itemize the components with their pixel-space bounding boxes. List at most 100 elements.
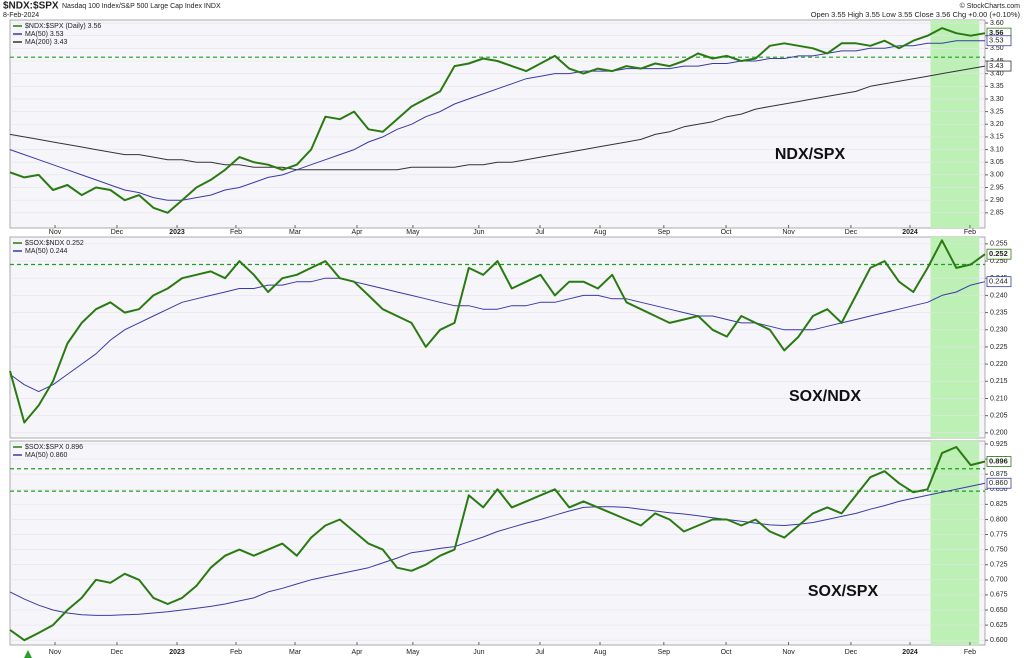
y-tick-label: 3.20 (990, 121, 1004, 128)
y-tick-label: 0.800 (990, 516, 1008, 523)
highlight-band (930, 237, 980, 438)
series-line (9, 277, 986, 393)
series-line (9, 65, 986, 171)
x-tick-label: Feb (964, 229, 976, 236)
last-value-tag (986, 248, 1012, 260)
y-tick-label: 0.825 (990, 501, 1008, 508)
x-tick-label: 2023 (169, 649, 185, 656)
series-line (9, 239, 986, 424)
y-tick-label: 0.255 (990, 241, 1008, 248)
y-tick-label: 0.210 (990, 395, 1008, 402)
y-tick-label: 0.775 (990, 531, 1008, 538)
y-tick-label: 0.215 (990, 378, 1008, 385)
y-tick-label: 0.875 (990, 471, 1008, 478)
y-tick-label: 3.40 (990, 70, 1004, 77)
y-tick-label: 0.230 (990, 327, 1008, 334)
panel-title: NDX/SPX (775, 146, 846, 163)
legend-label: MA(50) 0.860 (25, 452, 68, 459)
x-tick-label: Sep (658, 649, 671, 656)
last-value-tag (986, 456, 1012, 467)
y-tick-label: 3.15 (990, 134, 1004, 141)
x-tick-label: Dec (845, 229, 858, 236)
y-tick-label: 0.240 (990, 292, 1008, 299)
y-tick-label: 3.05 (990, 159, 1004, 166)
panel-title: SOX/SPX (808, 583, 879, 600)
y-tick-label: 0.650 (990, 607, 1008, 614)
y-tick-label: 0.725 (990, 562, 1008, 569)
x-tick-label: Oct (721, 229, 732, 236)
y-tick-label: 0.925 (990, 441, 1008, 448)
last-value-label: 0.252 (989, 249, 1008, 258)
arrow-icon (24, 650, 32, 658)
x-tick-label: May (406, 229, 420, 236)
legend-label: MA(50) 0.244 (25, 248, 68, 255)
y-tick-label: 0.205 (990, 413, 1008, 420)
date: 8-Feb-2024 (3, 12, 39, 19)
x-tick-label: Oct (721, 649, 732, 656)
x-tick-label: Mar (289, 229, 302, 236)
x-tick-label: Nov (782, 649, 795, 656)
series-line (9, 482, 986, 616)
description: Nasdaq 100 Index/S&P 500 Large Cap Index… (62, 3, 221, 10)
series-line (9, 446, 986, 642)
x-tick-label: Nov (49, 649, 62, 656)
y-tick-label: 3.50 (990, 45, 1004, 52)
series-line (9, 40, 985, 201)
x-tick-label: Nov (782, 229, 795, 236)
x-tick-label: Apr (352, 229, 364, 236)
x-tick-label: 2023 (169, 229, 185, 236)
plot-area (9, 440, 986, 646)
x-tick-label: Jun (473, 649, 484, 656)
x-tick-label: Aug (594, 229, 607, 236)
y-tick-label: 0.250 (990, 258, 1008, 265)
highlight-band (930, 441, 980, 645)
x-tick-label: Apr (352, 649, 364, 656)
y-tick-label: 3.00 (990, 172, 1004, 179)
y-tick-label: 3.25 (990, 108, 1004, 115)
x-tick-label: May (406, 649, 420, 656)
y-tick-label: 3.35 (990, 83, 1004, 90)
x-tick-label: Dec (845, 649, 858, 656)
x-tick-label: Feb (230, 649, 242, 656)
y-tick-label: 0.625 (990, 622, 1008, 629)
y-tick-label: 0.235 (990, 309, 1008, 316)
y-tick-label: 0.675 (990, 592, 1008, 599)
last-value-tag (986, 477, 1012, 489)
copyright: © StockCharts.com (960, 2, 1021, 10)
x-tick-label: Jun (473, 229, 484, 236)
last-value-tag (986, 60, 1012, 72)
x-tick-label: 2024 (902, 649, 918, 656)
last-value-label: 0.244 (989, 277, 1008, 286)
y-tick-label: 0.200 (990, 430, 1008, 437)
x-tick-label: Nov (49, 229, 62, 236)
last-value-tag (986, 35, 1012, 47)
y-tick-label: 2.85 (990, 210, 1004, 217)
x-tick-label: Jul (535, 229, 544, 236)
y-tick-label: 0.225 (990, 344, 1008, 351)
symbol: $NDX:$SPX (3, 1, 59, 12)
x-tick-label: 2024 (902, 229, 918, 236)
legend-label: $NDX:$SPX (Daily) 3.56 (25, 23, 101, 30)
x-tick-label: Feb (230, 229, 242, 236)
last-value-label: 3.56 (989, 28, 1004, 37)
y-tick-label: 0.850 (990, 486, 1008, 493)
plot-area (9, 236, 986, 439)
y-tick-label: 3.60 (990, 20, 1004, 27)
last-value-label: 0.860 (989, 478, 1008, 487)
x-tick-label: Mar (289, 649, 302, 656)
y-tick-label: 0.220 (990, 361, 1008, 368)
legend-label: MA(200) 3.43 (25, 39, 68, 46)
last-value-tag (986, 276, 1012, 288)
y-tick-label: 0.600 (990, 637, 1008, 644)
legend-label: $SOX:$NDX 0.252 (25, 240, 84, 247)
x-tick-label: Dec (111, 229, 124, 236)
last-value-label: 3.53 (989, 36, 1004, 45)
y-tick-label: 3.10 (990, 146, 1004, 153)
y-tick-label: 2.90 (990, 197, 1004, 204)
x-tick-label: Dec (111, 649, 124, 656)
last-value-label: 3.43 (989, 61, 1004, 70)
x-tick-label: Feb (964, 649, 976, 656)
legend-label: $SOX:$SPX 0.896 (25, 444, 83, 451)
y-tick-label: 2.95 (990, 184, 1004, 191)
